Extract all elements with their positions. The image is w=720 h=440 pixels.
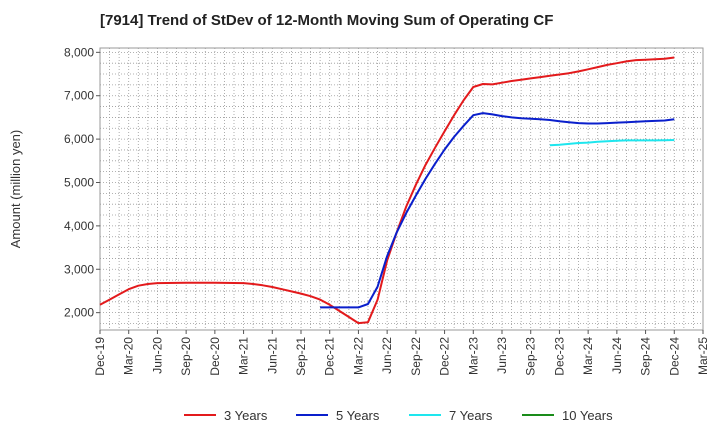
x-tick-label: Sep-24: [639, 337, 653, 376]
plot-area: [99, 47, 704, 331]
series-line-3-years: [99, 56, 675, 325]
x-tick-label: Mar-25: [696, 337, 710, 375]
series-line-5-years: [320, 112, 675, 309]
legend-label: 3 Years: [224, 408, 268, 423]
legend-label: 10 Years: [562, 408, 613, 423]
x-tick-label: Jun-24: [610, 337, 624, 374]
chart-title: [7914] Trend of StDev of 12-Month Moving…: [100, 12, 554, 29]
x-tick-label: Mar-21: [237, 337, 251, 375]
x-tick-label: Jun-22: [380, 337, 394, 374]
x-tick-label: Sep-22: [409, 337, 423, 376]
y-tick-label: 4,000: [64, 219, 94, 233]
y-tick-label: 3,000: [64, 262, 94, 276]
x-tick-label: Mar-22: [351, 337, 365, 375]
x-tick-label: Sep-20: [179, 337, 193, 376]
x-tick-label: Jun-21: [265, 337, 279, 374]
x-tick-label: Sep-23: [524, 337, 538, 376]
x-tick-label: Dec-21: [323, 337, 337, 376]
x-tick-label: Mar-24: [581, 337, 595, 375]
x-tick-label: Mar-20: [122, 337, 136, 375]
y-tick-label: 5,000: [64, 175, 94, 189]
y-axis-label: Amount (million yen): [8, 130, 23, 249]
x-tick-label: Jun-23: [495, 337, 509, 374]
x-tick-label: Mar-23: [466, 337, 480, 375]
x-tick-label: Dec-23: [552, 337, 566, 376]
x-tick-label: Jun-20: [150, 337, 164, 374]
y-tick-label: 8,000: [64, 45, 94, 59]
y-tick-label: 6,000: [64, 132, 94, 146]
x-tick-label: Dec-22: [438, 337, 452, 376]
series-line-7-years: [549, 139, 675, 147]
y-tick-label: 7,000: [64, 89, 94, 103]
legend-label: 7 Years: [449, 408, 493, 423]
legend-label: 5 Years: [336, 408, 380, 423]
x-tick-label: Dec-20: [208, 337, 222, 376]
x-tick-label: Dec-24: [667, 337, 681, 376]
y-tick-label: 2,000: [64, 306, 94, 320]
x-tick-label: Sep-21: [294, 337, 308, 376]
x-tick-label: Dec-19: [93, 337, 107, 376]
